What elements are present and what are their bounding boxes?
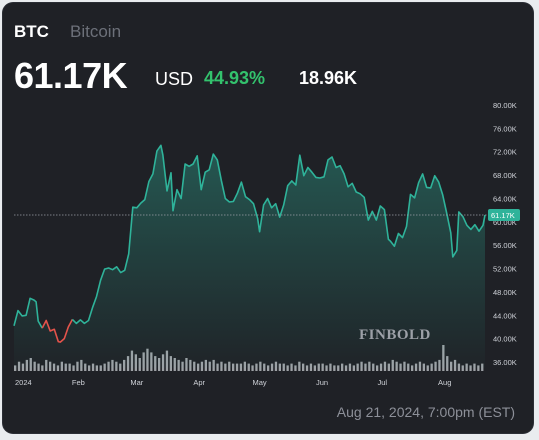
percent-change: 44.93%	[204, 68, 266, 88]
chart-card: BTC Bitcoin 61.17K USD 44.93% 18.96K 36.…	[3, 3, 533, 433]
volume-bar	[376, 365, 379, 371]
watermark-logo: FINBOLD	[359, 327, 431, 343]
y-tick-label: 36.00K	[493, 358, 517, 367]
y-tick-label: 44.00K	[493, 311, 517, 320]
y-tick-label: 60.00K	[493, 218, 517, 227]
y-tick-label: 40.00K	[493, 335, 517, 344]
price-line-up-segment	[13, 297, 43, 329]
volume-bar	[99, 365, 102, 371]
volume-bar	[477, 365, 480, 371]
current-price-tag-label: 61.17K	[491, 211, 515, 220]
y-tick-label: 68.00K	[493, 171, 517, 180]
absolute-change: 18.96K	[299, 68, 358, 88]
y-tick-label: 80.00K	[493, 101, 517, 110]
price-area	[14, 145, 485, 368]
current-price-tag	[488, 208, 520, 221]
x-tick-label: Feb	[72, 378, 85, 387]
x-tick-label: Apr	[193, 378, 205, 387]
price-area-fill	[14, 145, 485, 368]
volume-bar	[344, 365, 348, 371]
volume-bar	[286, 365, 289, 371]
y-tick-label: 76.00K	[493, 124, 517, 133]
y-tick-label: 52.00K	[493, 265, 517, 274]
x-tick-label: Jul	[378, 378, 388, 387]
volume-bar	[251, 365, 254, 371]
y-axis: 36.00K 40.00K 44.00K 48.00K 52.00K 56.00K 60.0…	[493, 101, 517, 367]
y-tick-label: 56.00K	[493, 241, 517, 250]
price-chart[interactable]: 36.00K 40.00K 44.00K 48.00K 52.00K 56.00K 60.0…	[3, 3, 533, 433]
volume-bar	[461, 365, 464, 371]
volume-bar	[313, 365, 316, 371]
price-line	[13, 144, 486, 343]
timestamp: Aug 21, 2024, 7:00pm (EST)	[336, 404, 515, 420]
volume-bar	[41, 365, 44, 371]
current-price: 61.17K	[14, 55, 128, 96]
asset-name: Bitcoin	[70, 22, 122, 41]
volume-bar	[469, 365, 472, 371]
y-tick-label: 64.00K	[493, 195, 517, 204]
volume-bar	[95, 365, 98, 371]
volume-bar	[88, 365, 91, 371]
x-tick-label: 2024	[15, 378, 32, 387]
current-price-marker: 61.17K	[14, 208, 520, 221]
volume-bar	[325, 365, 328, 371]
volume-bar	[56, 365, 60, 371]
volume-bar	[337, 365, 340, 371]
volume-bar	[14, 365, 17, 371]
y-tick-label: 72.00K	[493, 148, 517, 157]
x-tick-label: Aug	[438, 378, 451, 387]
volume-bar	[426, 365, 429, 371]
price-line-down-segment	[41, 319, 74, 343]
volume-bar	[333, 365, 336, 371]
volume-bar	[411, 365, 414, 371]
volume-bar	[305, 365, 309, 371]
x-tick-label: Jun	[316, 378, 328, 387]
x-axis: 2024 Feb Mar Apr May Jun Jul Aug	[15, 378, 451, 387]
x-tick-label: May	[253, 378, 267, 387]
volume-bar	[352, 365, 355, 371]
x-tick-label: Mar	[130, 378, 143, 387]
price-currency: USD	[155, 69, 194, 89]
ticker-symbol: BTC	[14, 22, 49, 41]
price-line-up-segment	[71, 144, 486, 325]
volume-bar	[294, 365, 297, 371]
volume-bar	[267, 365, 270, 371]
y-tick-label: 48.00K	[493, 288, 517, 297]
volume-bar	[72, 365, 75, 371]
